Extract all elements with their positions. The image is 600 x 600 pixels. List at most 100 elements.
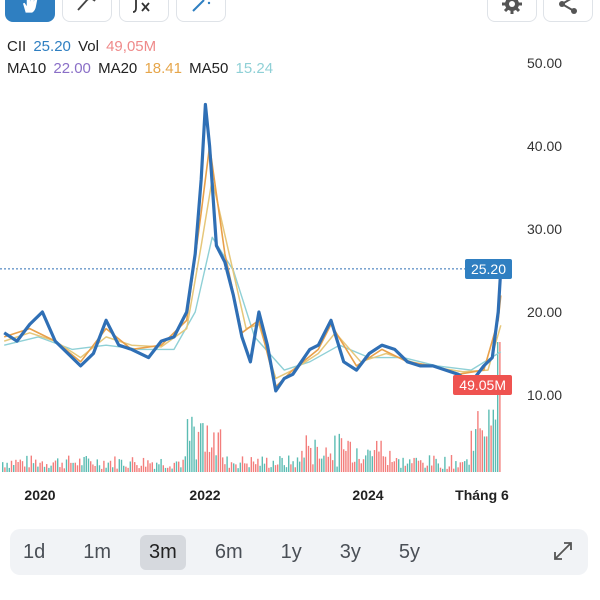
volume-bar bbox=[153, 468, 156, 472]
range-3m[interactable]: 3m bbox=[140, 534, 186, 570]
volume-bar bbox=[424, 467, 426, 472]
y-tick-label: 30.00 bbox=[527, 221, 562, 237]
volume-bar bbox=[19, 459, 21, 472]
range-5y[interactable]: 5y bbox=[398, 540, 421, 563]
volume-bar bbox=[145, 466, 147, 472]
volume-bar bbox=[28, 467, 30, 472]
volume-bar bbox=[193, 426, 195, 472]
share-button[interactable] bbox=[543, 0, 593, 22]
volume-bar bbox=[252, 461, 255, 472]
ma50-label: MA50 bbox=[189, 60, 229, 77]
draw-line-button[interactable] bbox=[62, 0, 112, 22]
x-tick-label: 2020 bbox=[24, 487, 55, 503]
volume-bar bbox=[459, 462, 461, 472]
volume-bar bbox=[217, 432, 219, 472]
settings-button[interactable] bbox=[487, 0, 537, 22]
volume-bar bbox=[248, 467, 250, 472]
volume-bar bbox=[455, 461, 457, 472]
volume-bar bbox=[301, 450, 303, 472]
y-tick-label: 20.00 bbox=[527, 304, 562, 320]
draw-line-icon bbox=[77, 0, 96, 11]
hand-cursor-button[interactable] bbox=[5, 0, 55, 22]
volume-bar bbox=[8, 467, 10, 472]
volume-bar bbox=[376, 440, 378, 472]
volume-bar bbox=[338, 433, 340, 472]
volume-bar bbox=[270, 467, 272, 472]
volume-bar bbox=[107, 462, 109, 472]
volume-bar bbox=[54, 460, 57, 472]
volume-bar bbox=[230, 462, 233, 472]
volume-bar bbox=[184, 456, 186, 472]
volume-bar bbox=[48, 467, 50, 472]
volume-bar bbox=[182, 459, 184, 472]
volume-bar bbox=[387, 465, 389, 472]
volume-bar bbox=[263, 463, 266, 472]
ma10-value: 22.00 bbox=[53, 60, 91, 77]
range-3y[interactable]: 3y bbox=[339, 540, 361, 563]
volume-bar bbox=[464, 461, 466, 472]
volume-bar bbox=[24, 466, 26, 472]
range-6m[interactable]: 6m bbox=[214, 540, 243, 563]
volume-bar bbox=[305, 435, 307, 472]
volume-bar bbox=[446, 468, 448, 472]
share-icon bbox=[559, 0, 577, 14]
volume-bar bbox=[329, 453, 332, 472]
volume-bar bbox=[453, 468, 455, 472]
price-chart[interactable]: 50.00 40.00 30.00 20.00 10.00 2020 2022 2024 Thá… bbox=[0, 0, 600, 520]
volume-bar bbox=[211, 447, 213, 472]
volume-bar bbox=[239, 462, 241, 472]
volume-bar bbox=[156, 462, 158, 472]
volume-bar bbox=[389, 450, 391, 472]
volume-bar bbox=[261, 456, 263, 472]
volume-bar bbox=[373, 450, 376, 472]
volume-bar bbox=[50, 465, 52, 472]
magic-wand-button[interactable] bbox=[176, 0, 226, 22]
volume-bar bbox=[497, 342, 499, 472]
volume-bar bbox=[296, 457, 299, 472]
volume-bar bbox=[277, 464, 279, 472]
volume-bar bbox=[147, 460, 149, 472]
volume-bar bbox=[87, 458, 90, 472]
volume-bar bbox=[288, 455, 290, 472]
volume-bar bbox=[362, 459, 365, 472]
volume-bar bbox=[294, 467, 296, 472]
volume-bar bbox=[206, 425, 208, 472]
expand-icon[interactable] bbox=[552, 540, 574, 562]
volume-bar bbox=[90, 461, 92, 472]
volume-bar bbox=[413, 457, 415, 472]
range-1y[interactable]: 1y bbox=[280, 540, 302, 563]
volume-bar bbox=[279, 456, 281, 472]
volume-bar bbox=[312, 464, 314, 472]
volume-bar bbox=[74, 462, 76, 472]
vol-value: 49,05M bbox=[106, 38, 157, 55]
volume-bar bbox=[208, 451, 211, 472]
volume-bar bbox=[123, 465, 125, 472]
volume-bar bbox=[136, 465, 138, 472]
volume-bar bbox=[72, 462, 74, 472]
volume-bar bbox=[382, 456, 384, 472]
volume-bar bbox=[259, 465, 261, 472]
x-tick-label: 2024 bbox=[352, 487, 383, 503]
volume-bar bbox=[433, 455, 435, 472]
volume-bar bbox=[169, 466, 171, 472]
volume-bar bbox=[200, 423, 202, 472]
volume-bar bbox=[226, 456, 228, 472]
volume-bar bbox=[492, 409, 494, 472]
volume-bar bbox=[340, 438, 343, 472]
volume-bar bbox=[175, 461, 178, 472]
volume-bar bbox=[351, 462, 354, 472]
volume-bar bbox=[180, 467, 182, 472]
volume-bar bbox=[472, 450, 475, 472]
volume-bar bbox=[332, 460, 334, 472]
volume-bar bbox=[417, 460, 420, 472]
volume-bar bbox=[367, 449, 369, 472]
volume-bar bbox=[318, 458, 321, 472]
volume-bar bbox=[274, 465, 277, 472]
range-1d[interactable]: 1d bbox=[23, 540, 46, 563]
volume-bar bbox=[61, 462, 63, 472]
volume-bar bbox=[371, 456, 373, 472]
indicator-button[interactable] bbox=[119, 0, 169, 22]
volume-bar bbox=[349, 441, 351, 472]
volume-bar bbox=[116, 468, 118, 472]
range-1m[interactable]: 1m bbox=[83, 540, 112, 563]
